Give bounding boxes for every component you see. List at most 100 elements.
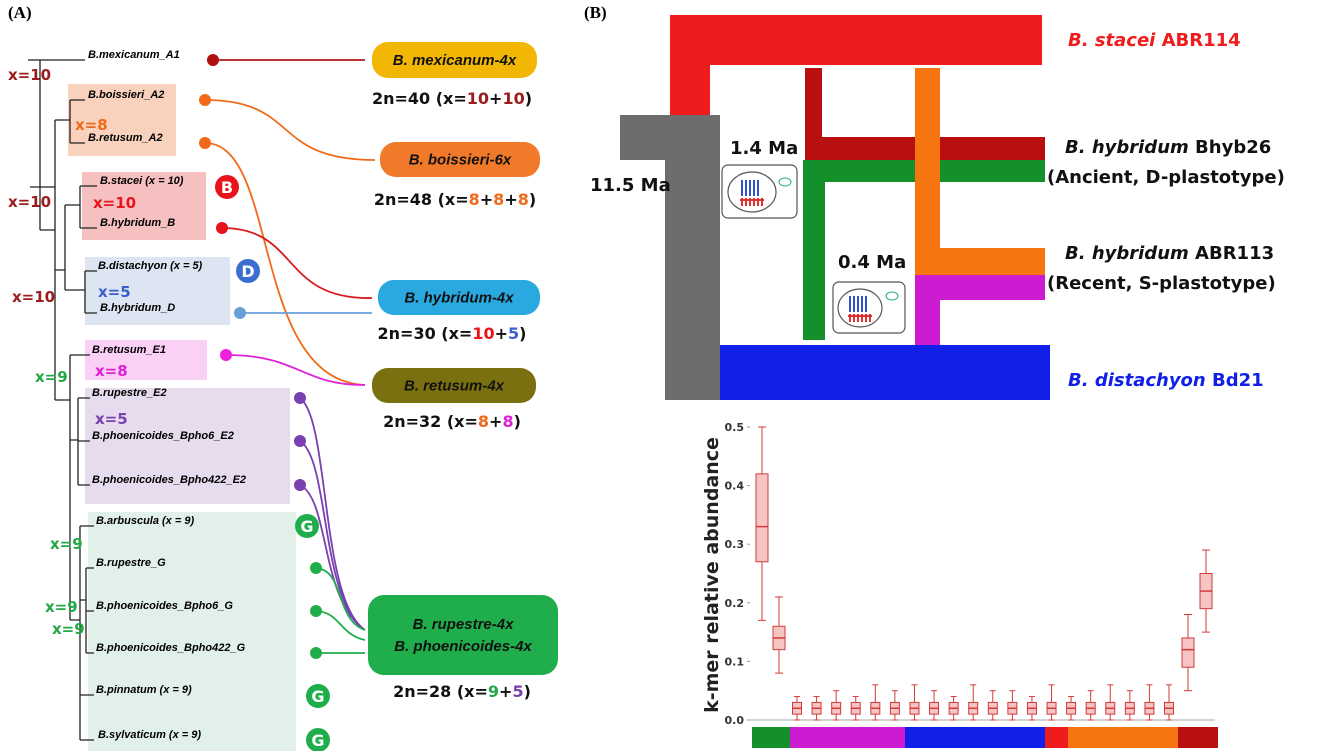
badge-label: G — [311, 687, 324, 706]
tree — [28, 59, 97, 741]
formula-part: + — [499, 682, 512, 701]
divergence-time: 11.5 Ma — [590, 175, 671, 196]
group-shade — [85, 257, 230, 325]
divergence-time: 0.4 Ma — [838, 252, 906, 273]
chromosome-formula: 2n=30 (x=10+5) — [378, 324, 527, 343]
genome-badge — [295, 514, 319, 538]
species-name: B. hybridum — [1065, 137, 1189, 158]
taxon-label: B.hybridum_B — [100, 217, 175, 229]
accession: ABR114 — [1162, 30, 1241, 51]
y-axis-label: k-mer relative abundance — [701, 437, 723, 713]
badge-label: G — [300, 517, 313, 536]
accession: Bd21 — [1212, 370, 1264, 391]
hybrid-name: B. retusum-4x — [404, 378, 505, 395]
group-shade — [85, 388, 290, 504]
lineage-label: B. distachyon Bd21 — [1068, 370, 1264, 391]
lineage-label: B. hybridum Bhyb26 — [1065, 137, 1271, 158]
base-number: x=10 — [12, 288, 55, 306]
plastotype-note: (Recent, S-plastotype) — [1047, 273, 1276, 294]
formula-part: 8 — [469, 190, 480, 209]
base-number: x=9 — [52, 620, 85, 638]
formula-part: 9 — [488, 682, 499, 701]
base-number: x=5 — [98, 283, 131, 301]
y-tick-label: 0.4 — [725, 480, 745, 493]
taxon-label: B.boissieri_A2 — [88, 89, 164, 101]
arrows — [204, 59, 376, 654]
taxon-label: B.hybridum_D — [100, 302, 175, 314]
base-number: x=10 — [8, 193, 51, 211]
group-shade — [85, 340, 207, 380]
hybrid-box — [378, 280, 540, 315]
diagram — [620, 15, 1050, 400]
base-number: x=10 — [8, 66, 51, 84]
group-bar — [752, 727, 1218, 748]
chromosome-formula: 2n=40 (x=10+10) — [372, 89, 532, 108]
group-shade — [82, 172, 206, 240]
taxon-label: B.phoenicoides_Bpho6_E2 — [92, 430, 234, 442]
divergence-time: 1.4 Ma — [730, 138, 798, 159]
hybrid-name: B. boissieri-6x — [409, 152, 512, 169]
y-tick-label: 0.5 — [725, 421, 745, 434]
box — [1181, 637, 1195, 668]
taxon-label: B.sylvaticum (x = 9) — [98, 729, 201, 741]
hybrid-name: B. hybridum-4x — [404, 290, 514, 307]
lineage-label: B. hybridum ABR113 — [1065, 243, 1274, 264]
formula-part: + — [480, 190, 493, 209]
hybrid-name: B. phoenicoides-4x — [394, 638, 532, 655]
accession: Bhyb26 — [1195, 137, 1271, 158]
group-shade — [88, 512, 296, 751]
chromosome-formula: 2n=32 (x=8+8) — [383, 412, 521, 431]
formula-part: 5 — [508, 324, 519, 343]
hybrid-box — [368, 595, 558, 675]
hybrid-name: B. rupestre-4x — [413, 616, 515, 633]
formula-part: + — [495, 324, 508, 343]
taxon-label: B.phoenicoides_Bpho422_E2 — [92, 474, 246, 486]
panel-label: (A) — [8, 3, 32, 22]
taxon-label: B.arbuscula (x = 9) — [96, 515, 194, 527]
formula-part: 8 — [478, 412, 489, 431]
formula-part: 2n=30 (x= — [378, 324, 473, 343]
base-number: x=5 — [95, 410, 128, 428]
taxon-label: B.rupestre_G — [96, 557, 166, 569]
taxon-label: B.retusum_A2 — [88, 132, 163, 144]
genome-badge — [215, 175, 239, 199]
genome-badge — [306, 684, 330, 708]
taxon-label: B.mexicanum_A1 — [88, 49, 180, 61]
formula-part: ) — [519, 324, 526, 343]
formula-part: 2n=32 (x= — [383, 412, 478, 431]
formula-part: 10 — [467, 89, 489, 108]
formula-part: ) — [514, 412, 521, 431]
lineage-label: B. stacei ABR114 — [1068, 30, 1241, 51]
species-name: B. stacei — [1068, 30, 1156, 51]
y-tick-label: 0.1 — [725, 655, 745, 668]
formula-part: 5 — [512, 682, 523, 701]
base-number: x=9 — [35, 368, 68, 386]
hybrid-box — [372, 42, 537, 78]
box — [755, 473, 769, 563]
chromosome-formula: 2n=28 (x=9+5) — [393, 682, 531, 701]
formula-part: 2n=40 (x= — [372, 89, 467, 108]
genome-badge — [306, 728, 330, 751]
taxon-label: B.distachyon (x = 5) — [98, 260, 203, 272]
taxon-label: B.retusum_E1 — [92, 344, 166, 356]
panel-label: (B) — [584, 3, 607, 22]
formula-part: + — [489, 412, 502, 431]
base-number: x=8 — [95, 362, 128, 380]
plastotype-note: (Ancient, D-plastotype) — [1047, 167, 1285, 188]
hybrid-name: B. mexicanum-4x — [393, 52, 517, 69]
formula-part: ) — [524, 682, 531, 701]
genome-badge — [236, 259, 260, 283]
y-tick-label: 0.0 — [725, 714, 745, 727]
formula-part: 2n=48 (x= — [374, 190, 469, 209]
base-number: x=8 — [75, 116, 108, 134]
species-name: B. hybridum — [1065, 243, 1189, 264]
formula-part: 8 — [518, 190, 529, 209]
taxon-label: B.pinnatum (x = 9) — [96, 684, 192, 696]
taxon-label: B.phoenicoides_Bpho422_G — [96, 642, 246, 654]
accession: ABR113 — [1195, 243, 1274, 264]
formula-part: 10 — [472, 324, 494, 343]
hybrid-box — [372, 368, 536, 403]
taxon-label: B.rupestre_E2 — [92, 387, 167, 399]
dots — [199, 54, 322, 659]
